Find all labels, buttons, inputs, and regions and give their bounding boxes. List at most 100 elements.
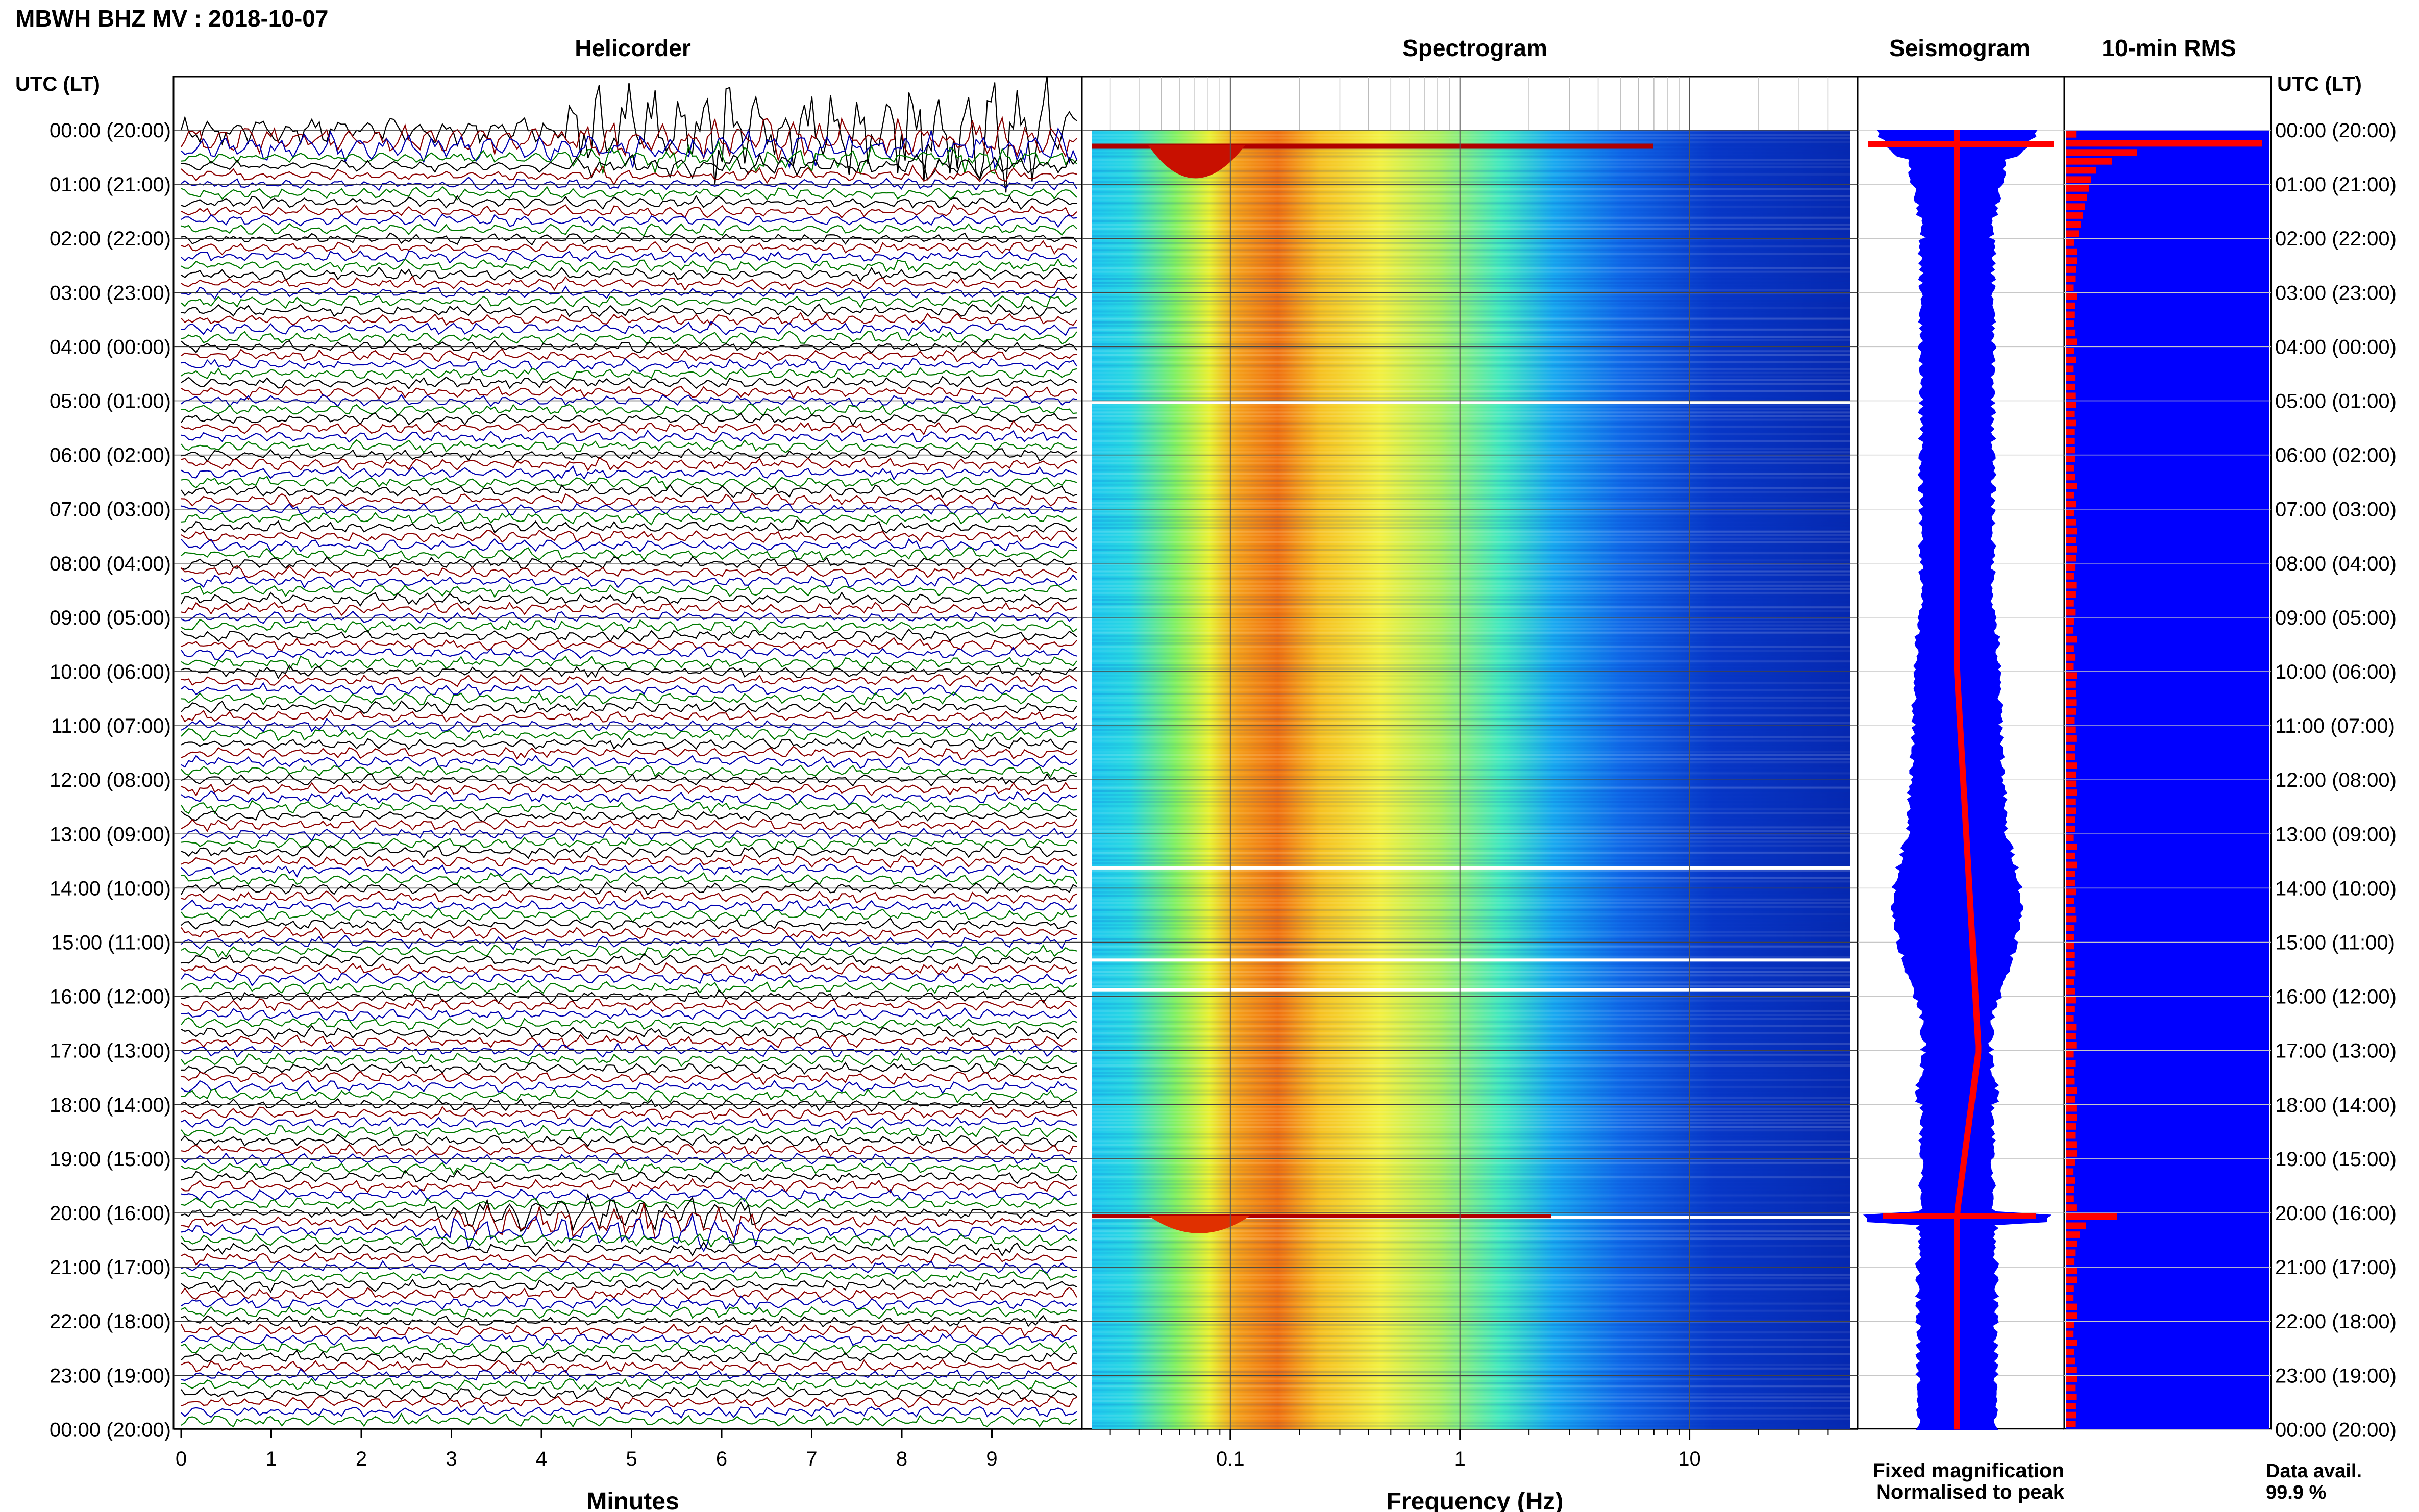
spectrogram-row — [1092, 1035, 1850, 1038]
rms-bar — [2066, 464, 2074, 472]
helicorder-trace — [181, 565, 1077, 580]
spectrogram-row — [1092, 549, 1850, 551]
spectrogram-row — [1092, 650, 1850, 652]
spectrogram-row — [1092, 296, 1850, 299]
helicorder-trace — [181, 600, 1077, 616]
spectrogram-row — [1092, 1064, 1850, 1067]
spectrogram-row — [1092, 317, 1850, 320]
helicorder-trace — [181, 1143, 1077, 1157]
rms-bar — [2066, 510, 2074, 516]
time-tick-right: 13:00 (09:00) — [2275, 823, 2397, 846]
spectrogram-row — [1092, 642, 1850, 645]
spectrogram-row — [1092, 1245, 1850, 1247]
helicorder-trace — [181, 1079, 1077, 1094]
spectrogram-row — [1092, 667, 1850, 670]
helicorder-trace — [181, 1212, 1077, 1252]
rms-bar — [2066, 898, 2074, 904]
spectrogram-row — [1092, 1176, 1850, 1179]
rms-bar — [2066, 1249, 2076, 1256]
time-tick-right: 17:00 (13:00) — [2275, 1040, 2397, 1062]
helicorder-trace — [181, 1116, 1077, 1129]
spectrogram-row — [1092, 256, 1850, 259]
rms-bar — [2066, 925, 2075, 931]
spectrogram-row — [1092, 1400, 1850, 1402]
spectrogram-row — [1092, 1255, 1850, 1258]
spectrogram-event — [1092, 1214, 1551, 1219]
helicorder-trace — [181, 971, 1077, 987]
rms-bar — [2066, 807, 2076, 814]
spectrogram-row — [1092, 754, 1850, 756]
spectrogram-row — [1092, 985, 1850, 987]
spectrogram-row — [1092, 657, 1850, 659]
spectrogram-row — [1092, 884, 1850, 886]
helicorder-trace — [181, 746, 1077, 760]
rms-hour-grid — [2064, 130, 2271, 1430]
spectrogram-row — [1092, 422, 1850, 425]
spectrogram-row — [1092, 660, 1850, 663]
helicorder-trace — [181, 755, 1077, 769]
helicorder-trace — [181, 448, 1077, 462]
rms-bar — [2066, 185, 2089, 192]
rms-bar — [2066, 717, 2075, 724]
helicorder-trace — [181, 1188, 1077, 1202]
freq-tick-label: 1 — [1454, 1448, 1466, 1470]
spectrogram-row — [1092, 274, 1850, 277]
spectrogram-row — [1092, 967, 1850, 970]
rms-bar — [2066, 1240, 2077, 1247]
spectrogram-x-ticks: 0.1 1 10 — [1109, 1429, 1829, 1470]
spectrogram-row — [1092, 1053, 1850, 1056]
spectrogram-row — [1092, 859, 1850, 861]
rms-bar — [2066, 266, 2076, 273]
utc-lt-label-left: UTC (LT) — [15, 73, 100, 95]
rms-bar — [2066, 1348, 2074, 1355]
rms-bar — [2066, 699, 2077, 706]
spectrogram-row — [1092, 238, 1850, 241]
spectrogram-row — [1092, 725, 1850, 728]
spectrogram-row — [1092, 516, 1850, 518]
spectrogram-row — [1092, 1140, 1850, 1143]
spectrogram-row — [1092, 714, 1850, 717]
time-tick-right: 23:00 (19:00) — [2275, 1365, 2397, 1387]
helicorder-trace — [181, 1193, 1077, 1232]
rms-bar — [2066, 789, 2077, 796]
rms-bar — [2066, 212, 2083, 219]
helicorder-trace — [181, 320, 1077, 336]
rms-bar — [2066, 1285, 2074, 1292]
rms-bar — [2066, 429, 2075, 435]
time-tick-left: 16:00 (12:00) — [50, 986, 171, 1008]
helicorder-trace — [181, 1034, 1077, 1049]
rms-bar — [2066, 293, 2077, 300]
rms-bar — [2066, 1177, 2075, 1184]
spectrogram-row — [1092, 638, 1850, 641]
station-title: MBWH BHZ MV : 2018-10-07 — [15, 5, 328, 32]
spectrogram-row — [1092, 429, 1850, 432]
rms-bar — [2066, 844, 2077, 850]
seismogram-title: Seismogram — [1889, 35, 2030, 61]
helicorder-trace — [181, 682, 1077, 697]
spectrogram-row — [1092, 1382, 1850, 1384]
rms-bar — [2066, 140, 2262, 147]
rms-bar — [2066, 1069, 2074, 1076]
spectrogram-row — [1092, 1407, 1850, 1409]
spectrogram-row — [1092, 465, 1850, 468]
helicorder-trace — [181, 1007, 1077, 1022]
helicorder-trace — [181, 917, 1077, 932]
helicorder-trace — [181, 483, 1077, 499]
helicorder-x-ticks: 0 1 2 3 4 5 6 7 8 9 — [176, 1429, 998, 1470]
spectrogram-row — [1092, 552, 1850, 555]
helicorder-trace — [181, 1106, 1077, 1121]
spectrogram-row — [1092, 339, 1850, 341]
spectrogram-row — [1092, 891, 1850, 894]
helicorder-trace — [181, 1349, 1077, 1364]
rms-bar — [2066, 537, 2076, 543]
rms-bar — [2066, 167, 2096, 174]
spectrogram-row — [1092, 1356, 1850, 1359]
helicorder-trace — [181, 1278, 1077, 1293]
spectrogram-row — [1092, 303, 1850, 306]
spectrogram-row — [1092, 1353, 1850, 1355]
spectrogram-row — [1092, 823, 1850, 825]
spectrogram-row — [1092, 1006, 1850, 1009]
rms-bar — [2066, 1321, 2074, 1328]
spectrogram-row — [1092, 245, 1850, 248]
spectrogram-row — [1092, 599, 1850, 601]
